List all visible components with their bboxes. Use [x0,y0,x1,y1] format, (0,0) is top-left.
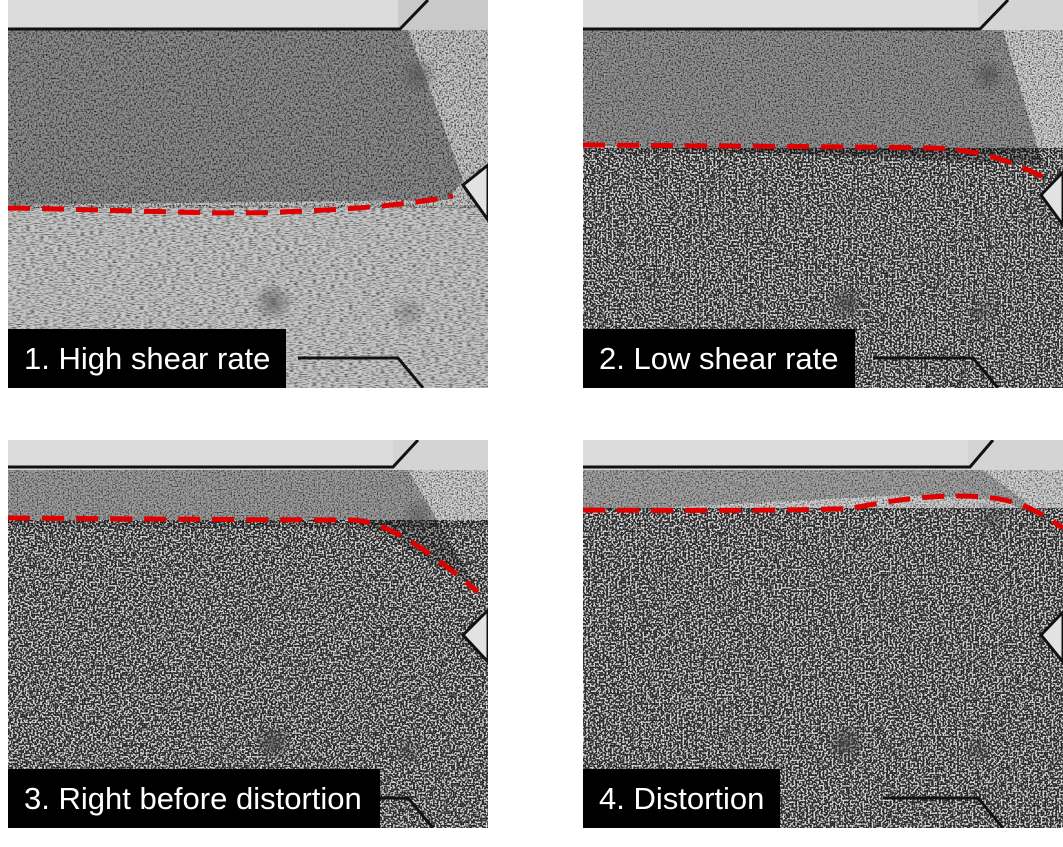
flow-boundary-line [583,142,1047,181]
micrograph-image [8,440,488,828]
panel-label: 3. Right before distortion [8,769,380,828]
panel-label: 1. High shear rate [8,329,287,388]
flow-boundary-line [583,493,1063,531]
flow-boundary-line [8,193,454,216]
micrograph-image [583,0,1063,388]
panel-label: 4. Distortion [583,769,781,828]
micrograph-panel-distortion: 4. Distortion [583,440,1063,828]
panel-label: 2. Low shear rate [583,329,855,388]
micrograph-panel-low-shear: 2. Low shear rate [583,0,1063,388]
flow-boundary-line [8,515,480,594]
micrograph-panel-high-shear: 1. High shear rate [8,0,488,388]
micrograph-image [8,0,488,388]
micrograph-image [583,440,1063,828]
micrograph-panel-right-before-distortion: 3. Right before distortion [8,440,488,828]
